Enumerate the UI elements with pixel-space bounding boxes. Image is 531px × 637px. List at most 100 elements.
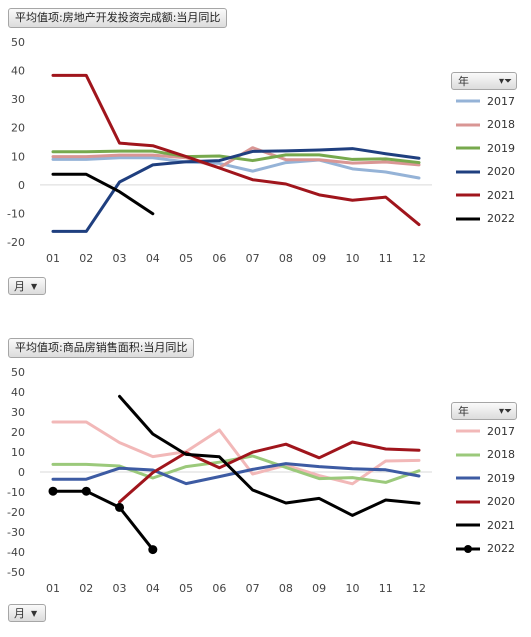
series-line-2017 (51, 420, 421, 486)
y-tick-label: -30 (7, 526, 25, 539)
series-line-2019 (51, 149, 421, 165)
legend-item-2017: 2017 (455, 424, 515, 438)
filter-dropdown-icon[interactable]: ▾⏷ (498, 405, 512, 417)
x-tick-label: 06 (212, 582, 226, 595)
legend-item-2018: 2018 (455, 448, 515, 462)
x-tick-label: 11 (379, 252, 393, 265)
data-point-2022 (115, 502, 125, 512)
chart-panel-sales-area: 平均值项:商品房销售面积:当月同比 50 40 30 20 10 0 -10 -20 -30 -4… (0, 330, 531, 637)
y-tick-label: 40 (11, 386, 25, 399)
x-tick-label: 07 (246, 252, 260, 265)
y-tick-label: 10 (11, 446, 25, 459)
legend-item-2019: 2019 (455, 471, 515, 485)
x-tick-label: 12 (412, 582, 426, 595)
legend-field-label: 年 (458, 405, 469, 418)
legend-label: 2018 (487, 118, 515, 131)
y-tick-label: -40 (7, 546, 25, 559)
x-tick-label: 10 (345, 582, 359, 595)
legend-label: 2020 (487, 165, 515, 178)
legend-swatch (456, 99, 480, 103)
legend-field-button-year[interactable]: 年 ▾⏷ (451, 402, 517, 420)
legend-label: 2019 (487, 141, 515, 155)
y-tick-label: -20 (7, 236, 25, 249)
line-chart-investment: 50 40 30 20 10 0 -10 -20 01 02 03 04 05 06 07 08 09 10 11 1… (7, 36, 432, 265)
legend-label: 2019 (487, 471, 515, 485)
x-tick-label: 07 (246, 582, 260, 595)
data-point-2022 (48, 486, 58, 496)
legend-swatch (456, 123, 480, 126)
y-tick-label: -50 (7, 566, 25, 579)
y-tick-label: -10 (7, 207, 25, 220)
x-tick-label: 08 (279, 582, 293, 595)
x-tick-label: 08 (279, 252, 293, 265)
y-tick-label: 30 (11, 406, 25, 419)
x-tick-label: 05 (179, 252, 193, 265)
chart-panel-investment: 平均值项:房地产开发投资完成额:当月同比 50 40 30 20 10 0 -10 -20 01… (0, 0, 531, 300)
legend-label: 2017 (487, 424, 515, 438)
legend-field-button-year[interactable]: 年 ▾⏷ (451, 72, 517, 90)
legend-item-2019: 2019 (455, 141, 515, 155)
x-tick-label: 02 (79, 582, 93, 595)
x-tick-label: 01 (46, 252, 60, 265)
legend-label: 2020 (487, 495, 515, 508)
x-tick-label: 06 (212, 252, 226, 265)
x-tick-label: 09 (312, 252, 326, 265)
legend-item-2022: 2022 (455, 542, 515, 556)
legend-label: 2021 (487, 188, 515, 202)
filter-dropdown-icon[interactable]: ▾⏷ (498, 75, 512, 87)
x-tick-label: 10 (345, 252, 359, 265)
legend-swatch (456, 170, 480, 173)
y-tick-label: 50 (11, 36, 25, 49)
legend-swatch (456, 217, 480, 220)
series-line-2022 (51, 489, 155, 552)
legend-item-2020: 2020 (455, 495, 515, 509)
legend-label: 2017 (487, 94, 515, 108)
series-line-2021 (51, 73, 421, 227)
axis-field-button-month[interactable]: 月 ▼ (8, 604, 46, 622)
y-tick-label: 0 (18, 179, 25, 192)
chevron-down-icon: ▼ (31, 281, 38, 291)
y-tick-label: 30 (11, 93, 25, 106)
y-tick-label: 10 (11, 150, 25, 163)
legend-item-2017: 2017 (455, 94, 515, 108)
legend-swatch (456, 500, 480, 503)
legend-swatch (456, 146, 480, 150)
series-line-2020 (118, 440, 421, 504)
x-tick-label: 03 (113, 582, 127, 595)
data-point-2022 (148, 545, 158, 555)
y-tick-label: 0 (18, 466, 25, 479)
y-tick-label: -10 (7, 486, 25, 499)
legend-item-2021: 2021 (455, 188, 515, 202)
series-line-2021 (118, 394, 421, 517)
legend-label: 2022 (487, 212, 515, 225)
axis-field-label: 月 (14, 607, 25, 620)
legend-item-2018: 2018 (455, 118, 515, 132)
y-tick-label: 20 (11, 426, 25, 439)
chart-title-button[interactable]: 平均值项:房地产开发投资完成额:当月同比 (8, 8, 228, 28)
x-tick-label: 02 (79, 252, 93, 265)
y-tick-label: 40 (11, 65, 25, 78)
series-line-2020 (51, 147, 421, 233)
line-chart-sales-area: 50 40 30 20 10 0 -10 -20 -30 -40 -50 01 02 03 04 05 06 07… (7, 366, 432, 595)
legend-swatch (456, 476, 480, 480)
legend-swatch (456, 453, 480, 456)
x-tick-label: 09 (312, 582, 326, 595)
y-tick-label: 20 (11, 122, 25, 135)
x-tick-label: 12 (412, 252, 426, 265)
legend-swatch (456, 429, 480, 433)
x-tick-label: 01 (46, 582, 60, 595)
legend-swatch (456, 544, 480, 553)
chart-title-button[interactable]: 平均值项:商品房销售面积:当月同比 (8, 338, 195, 358)
legend-field-label: 年 (458, 75, 469, 88)
legend-label: 2021 (487, 518, 515, 532)
legend-swatch (456, 193, 480, 197)
axis-field-button-month[interactable]: 月 ▼ (8, 277, 46, 295)
x-tick-label: 03 (113, 252, 127, 265)
legend-item-2021: 2021 (455, 518, 515, 532)
legend-label: 2022 (487, 542, 515, 555)
series-line-2022 (51, 172, 155, 216)
y-tick-label: -20 (7, 506, 25, 519)
legend-item-2022: 2022 (455, 212, 515, 226)
y-tick-label: 50 (11, 366, 25, 379)
series-line-2017 (51, 156, 421, 180)
